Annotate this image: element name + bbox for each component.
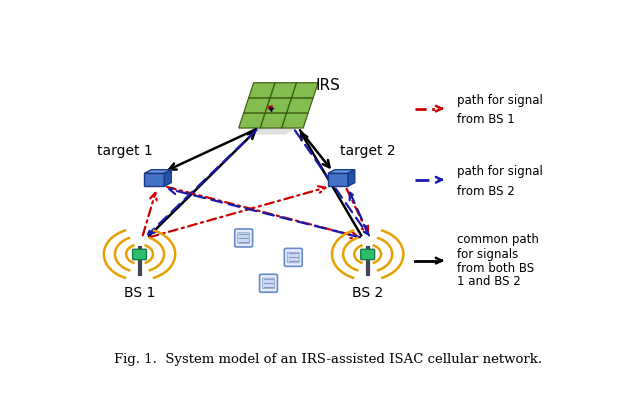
Polygon shape xyxy=(145,173,164,186)
Polygon shape xyxy=(164,170,172,186)
Text: target 1: target 1 xyxy=(97,144,152,158)
Polygon shape xyxy=(249,83,275,98)
Text: Fig. 1.  System model of an IRS-assisted ISAC cellular network.: Fig. 1. System model of an IRS-assisted … xyxy=(114,353,542,366)
Polygon shape xyxy=(246,121,306,134)
Text: from BS 1: from BS 1 xyxy=(457,113,515,126)
Polygon shape xyxy=(287,98,313,113)
Text: path for signal: path for signal xyxy=(457,94,543,107)
FancyBboxPatch shape xyxy=(237,233,250,244)
Text: BS 1: BS 1 xyxy=(124,286,156,300)
Text: target 2: target 2 xyxy=(340,144,396,158)
Text: BS 2: BS 2 xyxy=(352,286,383,300)
Polygon shape xyxy=(260,113,287,128)
Text: from BS 2: from BS 2 xyxy=(457,184,515,197)
Polygon shape xyxy=(328,170,355,173)
FancyBboxPatch shape xyxy=(260,274,277,292)
Polygon shape xyxy=(328,173,348,186)
FancyBboxPatch shape xyxy=(287,252,300,263)
Polygon shape xyxy=(282,113,308,128)
Polygon shape xyxy=(292,83,318,98)
Text: IRS: IRS xyxy=(316,79,340,94)
FancyBboxPatch shape xyxy=(361,249,374,260)
FancyBboxPatch shape xyxy=(262,278,275,289)
Text: 1 and BS 2: 1 and BS 2 xyxy=(457,275,521,288)
Text: for signals: for signals xyxy=(457,248,518,261)
Text: path for signal: path for signal xyxy=(457,165,543,178)
Polygon shape xyxy=(348,170,355,186)
FancyBboxPatch shape xyxy=(284,248,302,266)
FancyBboxPatch shape xyxy=(132,249,147,260)
Polygon shape xyxy=(239,113,265,128)
Polygon shape xyxy=(244,98,270,113)
FancyBboxPatch shape xyxy=(235,229,253,247)
Text: from both BS: from both BS xyxy=(457,262,534,275)
Polygon shape xyxy=(145,170,172,173)
Polygon shape xyxy=(270,83,296,98)
Text: common path: common path xyxy=(457,233,539,246)
Polygon shape xyxy=(265,98,292,113)
